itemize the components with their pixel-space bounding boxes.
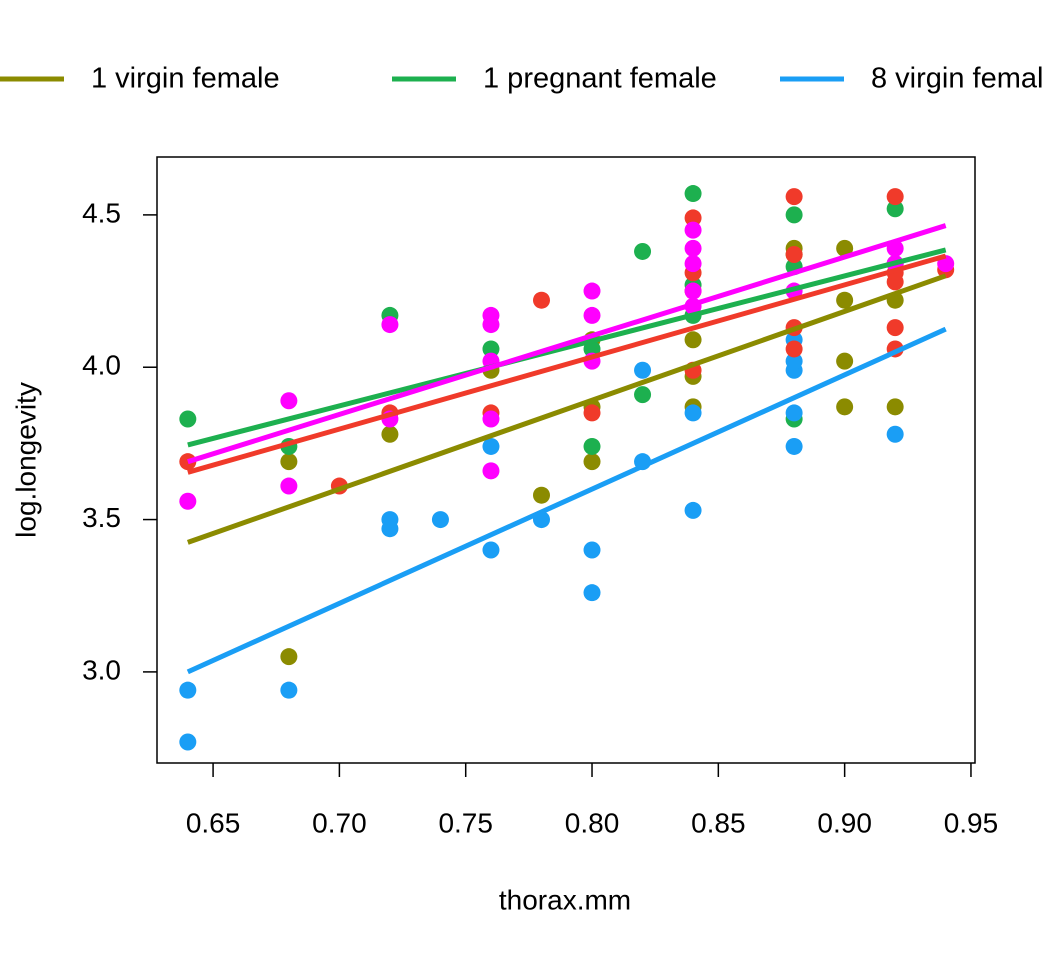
point [684, 501, 702, 519]
y-tick-label: 3.5 [82, 502, 121, 533]
x-axis-label: thorax.mm [499, 884, 631, 915]
point [381, 511, 399, 529]
fit-line [186, 326, 947, 675]
point [886, 200, 904, 218]
point [431, 511, 449, 529]
point [280, 453, 298, 471]
point [280, 392, 298, 410]
fit-line [187, 253, 947, 475]
point [684, 255, 702, 273]
point [836, 398, 854, 416]
point [785, 188, 803, 206]
legend-label: 1 virgin female [91, 63, 280, 95]
point [684, 185, 702, 203]
y-axis-label: log.longevity [10, 382, 41, 538]
point [583, 306, 601, 324]
point [482, 541, 500, 559]
point [886, 425, 904, 443]
point [785, 206, 803, 224]
point [785, 245, 803, 263]
point [381, 316, 399, 334]
point [583, 453, 601, 471]
point [634, 242, 652, 260]
point [684, 331, 702, 349]
point [583, 282, 601, 300]
legend-label: 8 virgin femal [871, 63, 1043, 95]
fit-line [187, 247, 947, 448]
point [583, 584, 601, 602]
point [836, 352, 854, 370]
point [684, 239, 702, 257]
point [280, 477, 298, 495]
point [785, 404, 803, 422]
point [583, 541, 601, 559]
point [634, 361, 652, 379]
point [482, 437, 500, 455]
y-tick-label: 4.0 [82, 350, 121, 381]
point [583, 404, 601, 422]
fit-line [186, 273, 947, 545]
point [179, 681, 197, 699]
point [684, 282, 702, 300]
point [785, 437, 803, 455]
point [886, 398, 904, 416]
point [836, 291, 854, 309]
x-tick-label: 0.75 [438, 807, 493, 838]
point [886, 188, 904, 206]
point [785, 352, 803, 370]
x-tick-label: 0.90 [817, 807, 872, 838]
x-tick-label: 0.65 [186, 807, 241, 838]
point [179, 492, 197, 510]
point [785, 340, 803, 358]
point [583, 437, 601, 455]
y-tick-label: 4.5 [82, 197, 121, 228]
plot-frame [156, 156, 976, 764]
point [482, 340, 500, 358]
point [482, 316, 500, 334]
y-tick-label: 3.0 [82, 654, 121, 685]
point [532, 291, 550, 309]
point [280, 648, 298, 666]
x-tick-label: 0.85 [691, 807, 746, 838]
point [684, 404, 702, 422]
point [482, 462, 500, 480]
x-tick-label: 0.95 [944, 807, 999, 838]
legend-label: 1 pregnant female [483, 63, 717, 95]
point [634, 386, 652, 404]
x-tick-label: 0.70 [312, 807, 367, 838]
point [179, 410, 197, 428]
x-tick-label: 0.80 [565, 807, 620, 838]
point [836, 239, 854, 257]
point [684, 209, 702, 227]
point [280, 681, 298, 699]
point [179, 733, 197, 751]
fit-line [187, 223, 947, 465]
point [381, 425, 399, 443]
point [482, 410, 500, 428]
point [532, 486, 550, 504]
point [886, 319, 904, 337]
point [684, 221, 702, 239]
